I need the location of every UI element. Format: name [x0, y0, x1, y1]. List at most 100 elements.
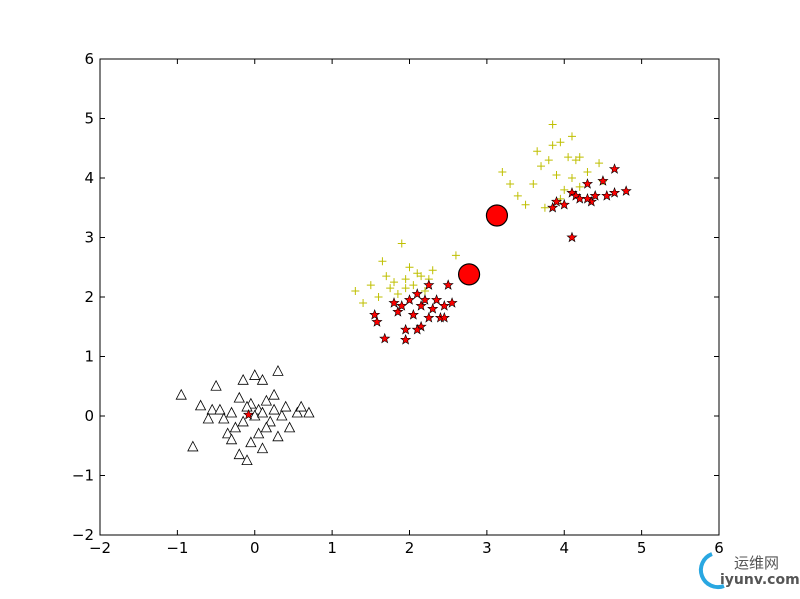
- triangle-point: [295, 400, 307, 412]
- y-tick-label: 0: [84, 407, 94, 425]
- star-point: [427, 303, 439, 314]
- y-tick-label: 1: [84, 348, 94, 366]
- plus-point: [428, 266, 437, 275]
- plus-point: [351, 287, 360, 296]
- plus-point: [397, 239, 406, 248]
- plus-point: [529, 179, 538, 188]
- star-point: [388, 297, 400, 308]
- x-tick-label: −2: [89, 539, 111, 557]
- triangle-point: [268, 388, 280, 400]
- plus-point: [506, 179, 515, 188]
- triangle-point: [175, 388, 187, 400]
- plus-point: [556, 138, 565, 147]
- plus-point: [401, 284, 410, 293]
- plus-point: [533, 147, 542, 156]
- plus-point: [498, 168, 507, 177]
- watermark-logo: [698, 552, 725, 590]
- triangle-point: [237, 415, 249, 427]
- triangle-point: [214, 403, 226, 415]
- watermark: 运维网 iyunv.com: [690, 548, 800, 594]
- triangle-point: [260, 421, 273, 433]
- plus-point: [513, 191, 522, 200]
- star-point: [423, 311, 435, 323]
- plus-point: [575, 153, 584, 162]
- plus-point: [420, 287, 429, 296]
- triangle-point: [264, 415, 276, 427]
- plus-point: [548, 141, 557, 150]
- star-point: [620, 185, 632, 196]
- triangle-point: [187, 440, 199, 452]
- plus-point: [548, 120, 557, 129]
- y-tick-label: −2: [72, 526, 94, 544]
- star-point: [597, 175, 609, 186]
- triangle-point: [249, 409, 261, 421]
- triangle-point: [225, 433, 238, 445]
- triangle-point: [272, 365, 284, 376]
- plus-point: [386, 284, 395, 293]
- star-point: [415, 300, 427, 311]
- watermark-site: iyunv.com: [720, 572, 800, 588]
- triangle-point: [291, 406, 303, 418]
- centroid-point: [485, 204, 509, 227]
- star-point: [589, 189, 601, 201]
- plus-point: [537, 162, 546, 171]
- plus-point: [393, 290, 402, 299]
- plus-point: [374, 293, 383, 301]
- star-point: [411, 288, 423, 299]
- star-point: [407, 308, 419, 320]
- y-tick-label: 2: [84, 288, 94, 306]
- plus-point: [567, 174, 576, 182]
- plus-point: [595, 159, 604, 168]
- triangle-point: [252, 427, 265, 439]
- triangle-point: [233, 448, 245, 460]
- triangle-point: [280, 400, 292, 412]
- star-point: [446, 297, 458, 308]
- star-point: [581, 192, 594, 204]
- plus-point: [560, 185, 569, 194]
- plus-point: [556, 194, 565, 203]
- triangle-point: [268, 403, 280, 415]
- triangle-point: [194, 399, 207, 411]
- triangle-point: [241, 400, 253, 412]
- triangle-point: [256, 373, 269, 385]
- star-point: [371, 316, 383, 327]
- star-point: [403, 294, 416, 305]
- star-point: [369, 308, 381, 320]
- y-tick-label: −1: [72, 467, 94, 485]
- x-tick-label: −1: [166, 539, 188, 557]
- plus-point: [366, 281, 375, 290]
- star-point: [400, 333, 412, 345]
- star-point: [411, 323, 423, 335]
- star-point: [558, 198, 570, 210]
- triangle-point: [249, 369, 261, 380]
- star-point: [438, 300, 450, 311]
- triangle-point: [237, 373, 249, 385]
- plus-point: [359, 298, 368, 307]
- centroid-point: [457, 263, 481, 286]
- star-point: [566, 231, 578, 243]
- star-point: [608, 163, 621, 174]
- x-tick-label: 2: [405, 539, 415, 557]
- star-point: [442, 279, 454, 290]
- plus-point: [382, 272, 391, 281]
- triangle-point: [256, 406, 269, 418]
- plus-point: [544, 156, 553, 165]
- star-point: [419, 294, 431, 305]
- triangle-point: [276, 409, 288, 421]
- x-tick-label: 5: [637, 539, 647, 557]
- star-point: [581, 178, 594, 189]
- plus-point: [552, 171, 561, 180]
- y-tick-label: 6: [84, 50, 94, 68]
- triangle-point: [233, 391, 245, 403]
- star-point: [379, 332, 391, 344]
- plus-point: [567, 132, 576, 141]
- y-tick-label: 3: [84, 229, 94, 247]
- triangle-point: [225, 406, 238, 418]
- plus-point: [583, 168, 592, 177]
- star-point: [601, 189, 613, 201]
- triangle-point: [272, 430, 284, 442]
- triangle-point: [206, 403, 218, 415]
- triangle-point: [260, 394, 273, 406]
- x-tick-label: 4: [559, 539, 569, 557]
